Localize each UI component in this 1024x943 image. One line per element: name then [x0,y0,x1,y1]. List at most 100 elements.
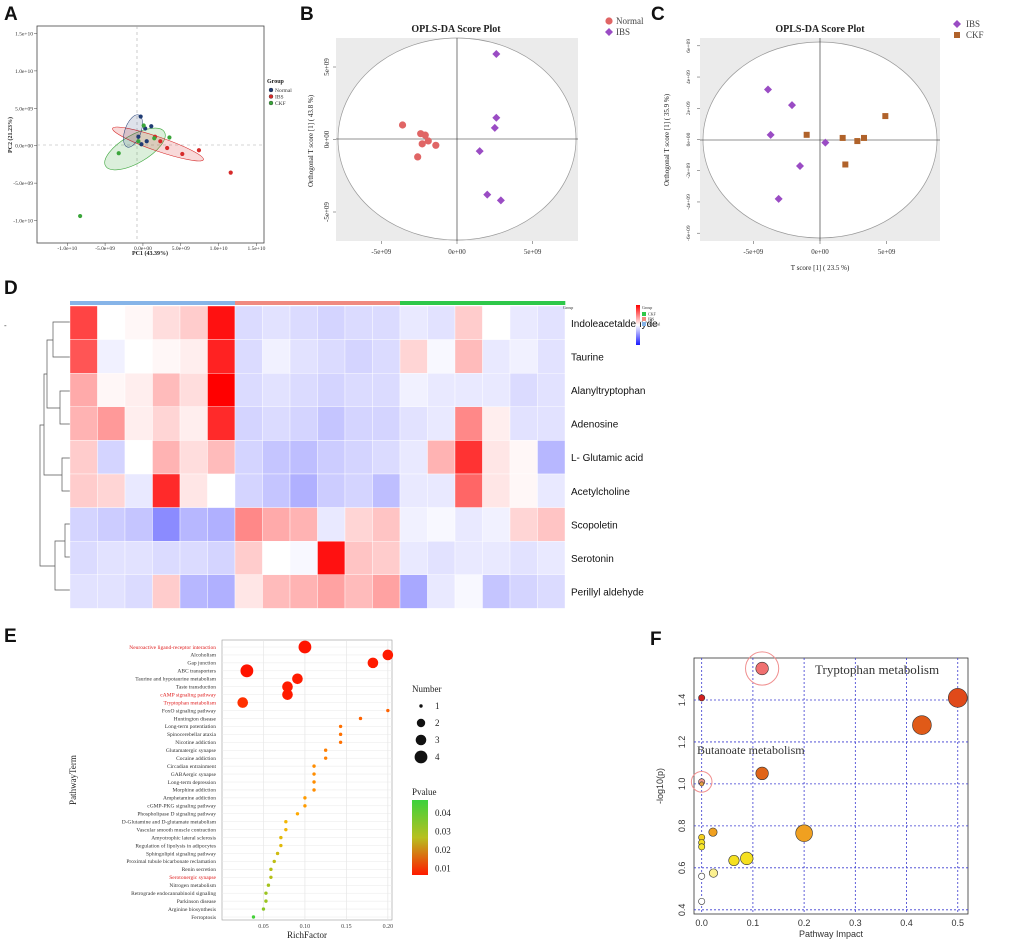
enrichment-x-tick-label: 0.15 [341,924,352,930]
heatmap-cell [482,574,511,609]
heatmap-cell [97,373,126,408]
pathway-term-label: Ferroptosis [191,915,216,921]
pathway-point [708,868,718,878]
pathway-term-label: GABAergic synapse [171,772,217,778]
panel-label-f: F [650,629,662,650]
heatmap-cell [234,373,263,408]
opls-b-point-ibs [490,123,499,132]
pathway-term-label: Long-term potentiation [165,724,216,730]
heatmap-cell [179,406,208,441]
pathway-term-label: Cocaine addiction [176,756,216,762]
heatmap-cell [152,507,181,542]
annotation-butanoate-metabolism: Butanoate metabolism [697,743,805,757]
pathway-term-label: Tryptophan metabolism [163,700,216,706]
heatmap-cell [179,507,208,542]
heatmap-cell [179,574,208,609]
heatmap-cell [124,440,153,475]
heatmap-cell [344,440,373,475]
heatmap-legend-title: Group [642,305,652,310]
opls-b-point-ibs [496,196,505,205]
heatmap-cell [344,373,373,408]
pathway-term-label: cGMP-PKG signaling pathway [147,804,216,810]
enrichment-point [292,673,303,685]
heatmap-cell [344,473,373,508]
heatmap-cell [537,305,566,340]
heatmap-cell [262,440,291,475]
heatmap-cell [482,440,511,475]
enrichment-point [269,867,273,872]
heatmap-cell [234,440,263,475]
heatmap-cell [427,406,456,441]
pathway-point [698,872,706,880]
enrichment-point [279,843,283,848]
pvalue-legend-title: Pvalue [412,787,437,797]
opls-c-x-tick-label: 0e+00 [811,248,829,256]
opls-c-legend-swatch [954,32,960,38]
pca-y-tick-label: 1.5e+10 [15,31,33,37]
panel-d-heatmap: - Indoleacetaldehyde Taurine Alanyltryptop… [4,301,661,609]
heatmap-cell [179,541,208,576]
pca-legend-swatch [268,94,274,99]
heatmap-cell [207,373,236,408]
heatmap-row-label: Perillyl aldehyde [571,588,644,599]
pathway-point [698,694,706,702]
heatmap-cell [317,507,346,542]
heatmap-cell [289,305,318,340]
pathway-point [708,827,718,837]
pathway-y-tick-label: 1.2 [677,736,687,749]
pathway-point [698,897,706,905]
opls-c-legend-swatch [953,20,961,28]
heatmap-cell [234,574,263,609]
opls-c-point-ckf [861,134,867,141]
heatmap-cell [509,473,538,508]
heatmap-cell [537,440,566,475]
enrichment-point [237,697,249,708]
enrichment-point [312,764,316,768]
pathway-point [948,688,968,708]
group-bar-normal [207,301,236,305]
heatmap-cell [97,339,126,374]
opls-b-point-ibs [475,147,484,156]
enrichment-point [338,740,343,744]
heatmap-cell [69,541,98,576]
pathway-x-tick-label: 0.2 [798,918,811,928]
enrichment-point [279,835,283,840]
opls-c-point-ibs [788,101,796,110]
pca-point-ibs [228,170,233,175]
group-bar-normal [180,301,208,305]
pca-point-ckf [78,213,83,219]
enrichment-plot-frame [221,639,393,921]
heatmap-cell [207,507,236,542]
heatmap-cell [317,373,346,408]
heatmap-cell [262,574,291,609]
pca-point-normal [149,124,154,129]
heatmap-cell [289,473,318,508]
pathway-term-label: Sphingolipid signaling pathway [146,851,216,857]
enrichment-point [282,689,293,700]
opls-c-y-axis-label: Orthogonal T score [1] ( 35.9 %) [663,93,671,186]
heatmap-cell [179,373,208,408]
enrichment-point [312,788,316,792]
pathway-term-label: Retrograde endocannabinoid signaling [131,891,216,897]
pca-x-tick-label: -5.0e+09 [95,246,115,252]
heatmap-cell [207,339,236,374]
pathway-term-label: Circadian entrainment [167,764,216,770]
heatmap-cell [289,507,318,542]
enrichment-point [264,899,268,903]
opls-c-point-ibs [766,130,775,139]
pca-legend-swatch [268,100,274,106]
pathway-term-label: Huntington disease [174,716,217,722]
heatmap-row-label: L- Glutamic acid [571,453,643,464]
heatmap-cell [124,373,153,408]
group-bar-ckf [455,301,483,305]
heatmap-cell [372,440,401,475]
pathway-term-label: Phospholipase D signaling pathway [137,812,216,818]
heatmap-cell [482,339,511,374]
group-bar-ckf [482,301,511,305]
heatmap-legend-swatch [642,317,646,321]
opls-b-point-ibs [492,113,501,122]
heatmap-cell [399,574,428,609]
pathway-point [912,715,932,735]
heatmap-cell [454,339,483,374]
